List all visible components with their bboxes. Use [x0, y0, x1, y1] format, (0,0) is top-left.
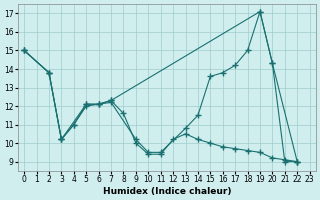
X-axis label: Humidex (Indice chaleur): Humidex (Indice chaleur)	[103, 187, 231, 196]
